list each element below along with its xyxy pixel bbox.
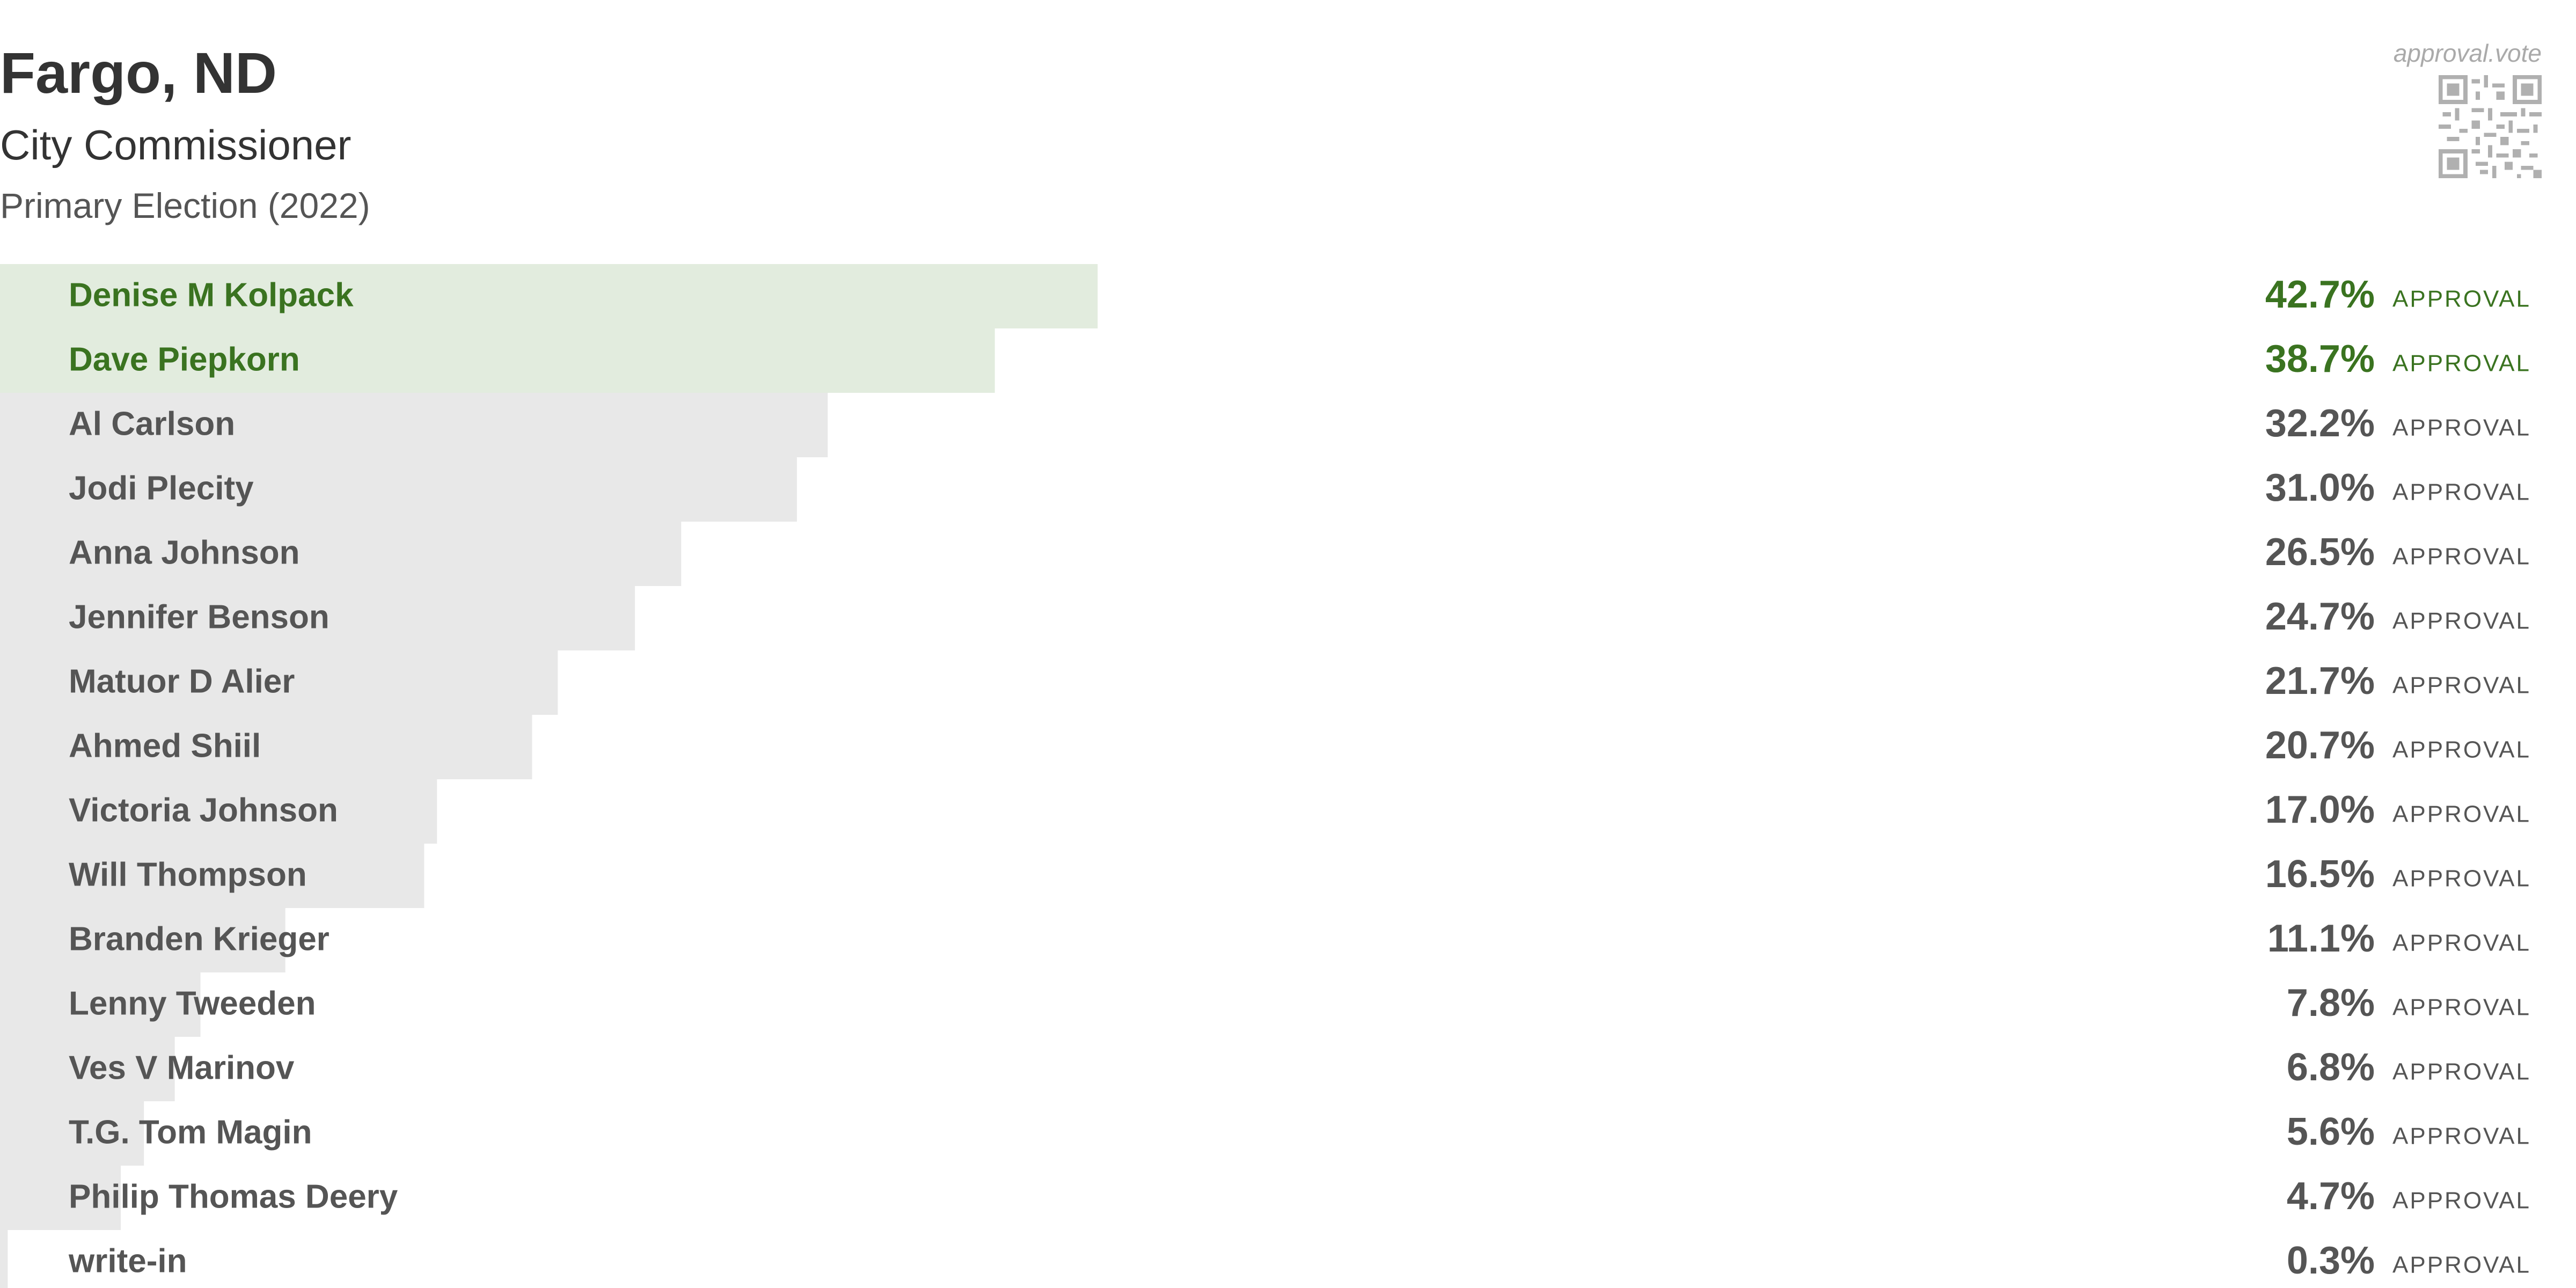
value-label-6: 21.7% (2265, 660, 2375, 702)
bar-12 (0, 1037, 175, 1101)
bar-13 (0, 1101, 144, 1166)
unit-label-1: APPROVAL (2392, 350, 2531, 377)
approval-chart: Denise M Kolpack 42.7% APPROVAL Dave Piepko… (0, 264, 2531, 1288)
bar-6 (0, 650, 558, 715)
unit-label-13: APPROVAL (2392, 1123, 2531, 1150)
candidate-label-10: Branden Krieger (69, 920, 330, 957)
bar-14 (0, 1166, 121, 1230)
unit-label-9: APPROVAL (2392, 866, 2531, 892)
candidate-label-11: Lenny Tweeden (69, 985, 316, 1022)
bar-15 (0, 1230, 8, 1288)
candidate-label-3: Jodi Plecity (69, 470, 254, 507)
candidate-label-0: Denise M Kolpack (69, 276, 354, 313)
unit-label-0: APPROVAL (2392, 286, 2531, 312)
candidate-label-9: Will Thompson (69, 856, 307, 893)
unit-label-10: APPROVAL (2392, 930, 2531, 956)
bar-10 (0, 908, 286, 972)
value-label-3: 31.0% (2265, 466, 2375, 509)
unit-label-2: APPROVAL (2392, 415, 2531, 441)
value-label-12: 6.8% (2287, 1046, 2375, 1089)
value-label-4: 26.5% (2265, 531, 2375, 574)
bar-1 (0, 328, 995, 393)
unit-label-12: APPROVAL (2392, 1059, 2531, 1085)
candidate-label-5: Jennifer Benson (69, 598, 330, 635)
bar-4 (0, 522, 682, 586)
value-label-10: 11.1% (2267, 917, 2375, 960)
bar-0 (0, 264, 1098, 328)
candidate-label-1: Dave Piepkorn (69, 341, 300, 378)
candidate-label-4: Anna Johnson (69, 534, 300, 571)
unit-label-15: APPROVAL (2392, 1252, 2531, 1278)
candidate-label-2: Al Carlson (69, 405, 235, 442)
value-label-11: 7.8% (2287, 982, 2375, 1024)
candidate-label-6: Matuor D Alier (69, 663, 295, 700)
candidate-label-12: Ves V Marinov (69, 1049, 295, 1086)
office-title: City Commissioner (0, 121, 352, 169)
value-label-7: 20.7% (2265, 724, 2375, 767)
value-label-1: 38.7% (2265, 338, 2375, 380)
candidate-label-14: Philip Thomas Deery (69, 1178, 398, 1215)
bar-9 (0, 844, 425, 908)
page-title: Fargo, ND (0, 40, 277, 105)
bar-8 (0, 779, 437, 844)
unit-label-11: APPROVAL (2392, 994, 2531, 1021)
unit-label-6: APPROVAL (2392, 672, 2531, 699)
brand-link[interactable]: approval.vote (2393, 39, 2542, 67)
candidate-label-7: Ahmed Shiil (69, 727, 261, 764)
bar-7 (0, 715, 532, 779)
candidate-label-15: write-in (68, 1242, 187, 1279)
value-label-8: 17.0% (2265, 788, 2375, 831)
value-label-0: 42.7% (2265, 273, 2375, 316)
value-label-14: 4.7% (2287, 1175, 2375, 1218)
bar-11 (0, 972, 201, 1037)
candidate-label-8: Victoria Johnson (69, 792, 338, 829)
value-label-5: 24.7% (2265, 595, 2375, 638)
value-label-9: 16.5% (2265, 853, 2375, 896)
bar-2 (0, 393, 828, 457)
election-title: Primary Election (2022) (0, 186, 370, 225)
value-label-13: 5.6% (2287, 1110, 2375, 1153)
unit-label-8: APPROVAL (2392, 801, 2531, 828)
value-label-2: 32.2% (2265, 402, 2375, 445)
unit-label-3: APPROVAL (2392, 479, 2531, 506)
unit-label-14: APPROVAL (2392, 1188, 2531, 1214)
unit-label-4: APPROVAL (2392, 544, 2531, 570)
value-label-15: 0.3% (2287, 1239, 2375, 1282)
bar-5 (0, 586, 635, 650)
unit-label-5: APPROVAL (2392, 608, 2531, 634)
qr-code-icon (2439, 75, 2542, 178)
unit-label-7: APPROVAL (2392, 737, 2531, 763)
candidate-label-13: T.G. Tom Magin (69, 1114, 312, 1151)
bar-3 (0, 457, 797, 522)
